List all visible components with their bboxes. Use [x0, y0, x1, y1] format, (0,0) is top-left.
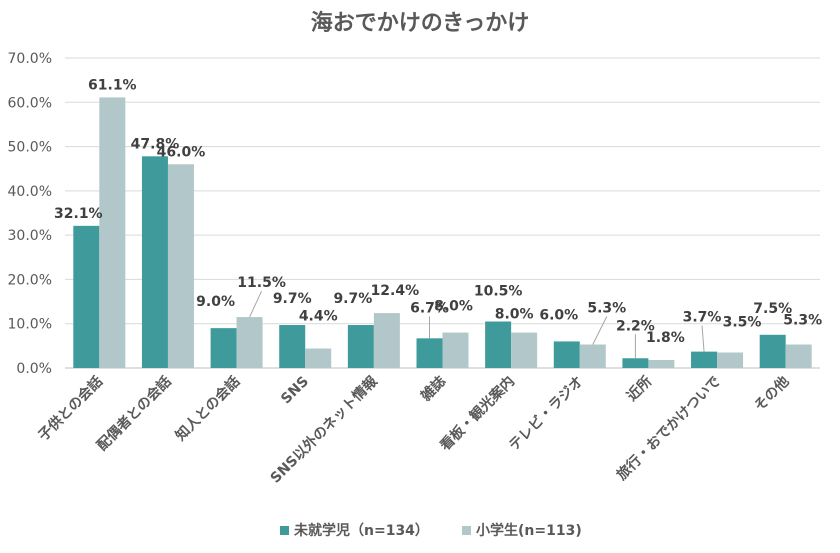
data-label: 47.8% [131, 136, 180, 152]
data-label: 32.1% [54, 206, 103, 222]
y-tick-label: 0.0% [16, 361, 52, 377]
data-labels: 32.1%61.1%47.8%46.0%9.0%11.5%9.7%4.4%9.7… [54, 77, 822, 346]
data-label: 4.4% [299, 309, 338, 325]
bar-elementary [99, 97, 126, 369]
bar-elementary [373, 313, 400, 368]
bar-elementary [511, 332, 538, 368]
data-label: 6.0% [539, 307, 578, 323]
x-category-label: テレビ・ラジオ [506, 374, 586, 454]
bar-elementary [167, 164, 194, 368]
bar-elementary [717, 352, 744, 368]
legend-label: 未就学児（n=134） [294, 522, 429, 539]
y-tick-label: 60.0% [8, 95, 52, 111]
bar-preschool [759, 334, 786, 368]
x-category-label: 雑誌 [417, 373, 450, 406]
y-axis-ticks: 0.0% 10.0% 20.0% 30.0% 40.0% 50.0% 60.0% 70.0% [8, 51, 52, 377]
data-label: 7.5% [753, 301, 792, 317]
x-category-label: その他 [751, 373, 793, 415]
bar-preschool [279, 325, 306, 368]
bar-elementary [579, 344, 606, 368]
leader-line [701, 325, 705, 352]
bar-preschool [347, 325, 374, 368]
label-leader-lines [249, 290, 705, 359]
y-tick-label: 20.0% [8, 272, 52, 288]
bar-preschool [210, 328, 237, 368]
bar-preschool [73, 225, 100, 368]
bar-elementary [785, 344, 812, 368]
data-label: 9.0% [196, 294, 235, 310]
bar-preschool [485, 321, 512, 368]
data-label: 3.5% [723, 315, 762, 331]
bar-elementary [442, 332, 469, 368]
bar-preschool [416, 338, 443, 368]
data-label: 46.0% [157, 144, 206, 160]
data-label: 1.8% [646, 330, 685, 346]
bar-preschool [622, 358, 649, 368]
data-label: 10.5% [474, 284, 523, 300]
legend-label: 小学生(n=113) [476, 522, 582, 539]
data-label: 8.0% [495, 307, 534, 323]
legend-swatch [462, 526, 471, 535]
x-category-label: 知人との会話 [172, 373, 243, 444]
data-label: 5.3% [587, 301, 626, 317]
data-label: 8.0% [434, 299, 473, 315]
data-label: 9.7% [273, 291, 312, 307]
data-label: 3.7% [683, 310, 722, 326]
bars [73, 97, 812, 369]
data-label: 12.4% [371, 283, 420, 299]
y-tick-label: 50.0% [8, 140, 52, 156]
data-label: 5.3% [783, 313, 822, 329]
data-label: 11.5% [237, 275, 286, 291]
legend: 未就学児（n=134） 小学生(n=113) [280, 522, 582, 539]
x-category-label: SNS [278, 374, 312, 408]
bar-preschool [141, 156, 168, 368]
y-tick-label: 40.0% [8, 184, 52, 200]
leader-line [249, 290, 263, 318]
data-label: 2.2% [616, 318, 655, 334]
data-label: 9.7% [333, 291, 372, 307]
x-category-label: 子供との会話 [35, 373, 106, 444]
chart-title: 海おでかけのきっかけ [311, 10, 529, 36]
leader-line [592, 316, 608, 345]
legend-swatch [280, 526, 289, 535]
x-category-label: 近所 [623, 373, 655, 405]
bar-elementary [305, 348, 332, 368]
bar-preschool [691, 351, 718, 368]
bar-preschool [553, 341, 580, 368]
y-tick-label: 10.0% [8, 317, 52, 333]
y-tick-label: 70.0% [8, 51, 52, 67]
bar-elementary [236, 317, 263, 368]
bar-elementary [648, 360, 675, 368]
y-tick-label: 30.0% [8, 228, 52, 244]
data-label: 61.1% [88, 77, 137, 93]
data-label: 6.7% [410, 300, 449, 316]
